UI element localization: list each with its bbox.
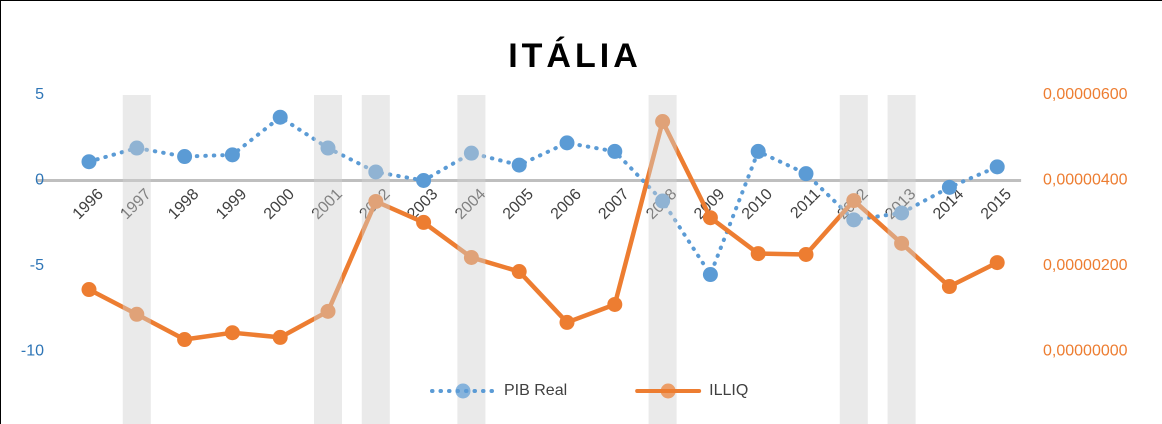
data-point <box>368 164 384 180</box>
data-point <box>177 332 193 348</box>
y2-tick-label: 0,00000200 <box>1043 257 1128 274</box>
y2-tick-label: 0,00000000 <box>1043 343 1128 360</box>
data-point <box>559 314 575 330</box>
data-point <box>416 214 432 230</box>
legend-label: PIB Real <box>504 382 567 399</box>
data-point <box>655 114 671 130</box>
highlight-band <box>314 95 342 424</box>
data-point <box>798 246 814 262</box>
data-point <box>177 149 193 165</box>
data-point <box>702 267 718 283</box>
series-line <box>86 119 1000 342</box>
data-point <box>81 282 97 298</box>
data-point <box>941 179 957 195</box>
data-point <box>81 154 97 170</box>
data-point <box>463 249 479 265</box>
data-point <box>798 166 814 182</box>
data-point <box>129 306 145 322</box>
highlight-band <box>457 95 486 424</box>
y-tick-label: 0 <box>35 172 44 189</box>
data-point <box>750 143 766 159</box>
data-point <box>894 205 910 221</box>
y-tick-label: 5 <box>35 86 44 103</box>
data-point <box>750 246 766 262</box>
data-point <box>894 235 910 251</box>
data-point <box>846 212 862 228</box>
data-point <box>129 140 145 156</box>
data-point <box>702 210 718 226</box>
data-point <box>511 157 527 173</box>
data-point <box>846 193 862 209</box>
data-point <box>511 264 527 280</box>
data-point <box>272 329 288 345</box>
highlight-band <box>648 95 677 424</box>
data-point <box>320 303 336 319</box>
data-point <box>559 135 575 151</box>
highlight-band <box>839 95 868 424</box>
data-point <box>989 255 1005 271</box>
data-point <box>368 193 384 209</box>
data-point <box>320 140 336 156</box>
data-point <box>224 147 240 163</box>
data-point <box>416 173 432 188</box>
data-point <box>607 296 623 312</box>
y-tick-label: -5 <box>30 257 44 274</box>
legend-marker <box>660 383 676 399</box>
highlight-band <box>122 95 151 424</box>
data-point <box>272 109 288 125</box>
data-point <box>607 143 623 159</box>
data-point <box>463 145 479 161</box>
data-point <box>224 325 240 341</box>
data-point <box>989 159 1005 175</box>
legend-marker <box>455 383 471 399</box>
y-tick-label: -10 <box>21 343 44 360</box>
y2-tick-label: 0,00000400 <box>1043 172 1128 189</box>
data-point <box>941 279 957 295</box>
y2-tick-label: 0,00000600 <box>1043 86 1128 103</box>
highlight-band <box>361 95 390 424</box>
data-point <box>655 193 671 209</box>
legend-label: ILLIQ <box>709 382 748 399</box>
highlight-band <box>887 95 916 424</box>
chart-title: ITÁLIA <box>508 37 642 75</box>
